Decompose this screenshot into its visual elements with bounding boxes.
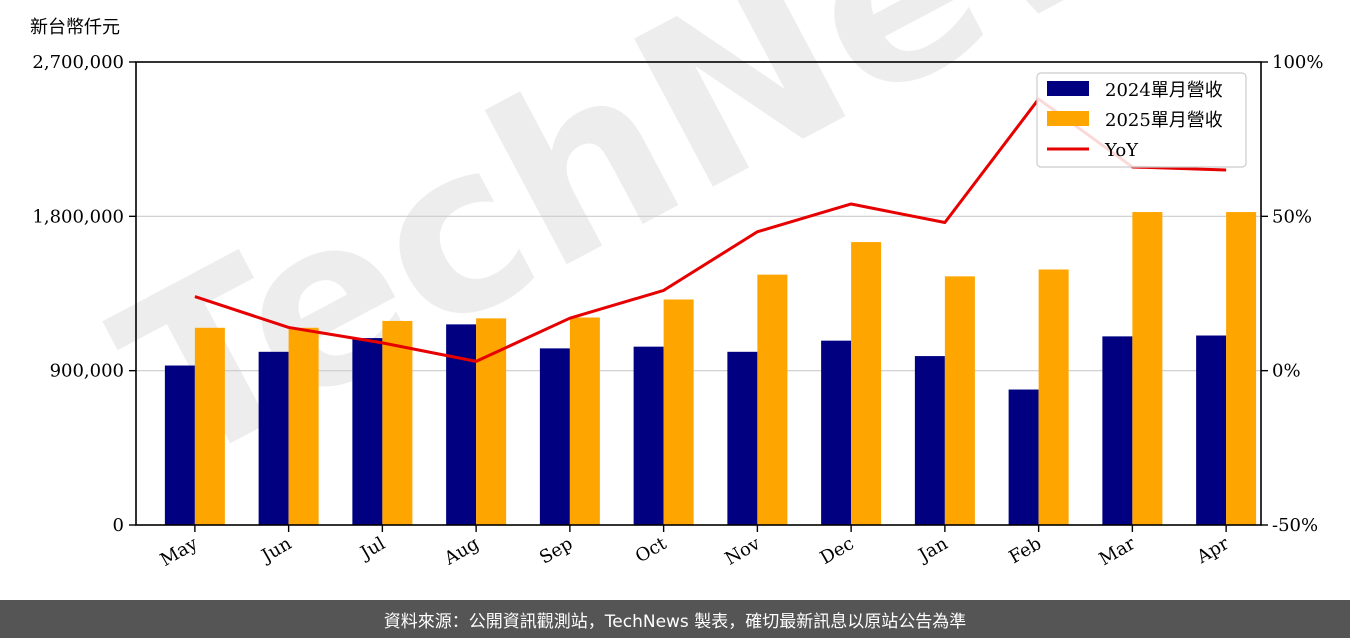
- x-tick-label-apr: Apr: [1193, 533, 1233, 568]
- bar-2025-jan: [944, 276, 975, 525]
- right-tick-label: 50%: [1272, 206, 1312, 227]
- unit-label: 新台幣仟元: [30, 17, 120, 38]
- left-tick-label: 1,800,000: [32, 206, 124, 227]
- left-tick-label: 0: [113, 515, 124, 536]
- bar-2025-jun: [288, 327, 319, 525]
- bar-2025-aug: [476, 318, 507, 525]
- bar-2025-oct: [663, 299, 694, 525]
- x-tick-label-jun: Jun: [257, 533, 296, 568]
- left-tick-label: 2,700,000: [32, 52, 124, 73]
- bar-2025-jul: [382, 320, 413, 525]
- right-tick-label: 0%: [1272, 361, 1301, 382]
- legend-box: [1036, 72, 1247, 168]
- x-tick-label-dec: Dec: [817, 533, 858, 569]
- bar-2024-jun: [258, 351, 289, 525]
- bar-2025-apr: [1226, 212, 1257, 525]
- bar-2024-mar: [1102, 336, 1133, 525]
- left-tick-label: 900,000: [50, 361, 124, 382]
- bar-2025-dec: [851, 242, 882, 526]
- bar-2024-oct: [633, 346, 664, 525]
- bar-2024-jul: [352, 338, 383, 525]
- x-tick-label-oct: Oct: [632, 533, 671, 568]
- bar-2025-may: [194, 327, 225, 525]
- revenue-chart: TechNews 0900,0001,800,0002,700,000-50%0…: [30, 0, 1336, 571]
- legend-label-0: 2024單月營收: [1105, 80, 1223, 101]
- bar-2024-nov: [727, 351, 758, 525]
- legend-swatch-1: [1047, 111, 1089, 126]
- footer-note: 資料來源：公開資訊觀測站，TechNews 製表，確切最新訊息以原站公告為準: [383, 611, 967, 632]
- x-tick-label-jan: Jan: [914, 533, 952, 567]
- bar-2025-feb: [1038, 269, 1069, 525]
- x-tick-label-aug: Aug: [440, 533, 483, 570]
- plot-frame: [135, 61, 1262, 526]
- legend-swatch-0: [1047, 81, 1089, 96]
- bar-2024-feb: [1008, 389, 1039, 525]
- bar-2024-may: [164, 365, 195, 525]
- right-tick-label: 100%: [1272, 52, 1323, 73]
- legend-label-1: 2025單月營收: [1105, 110, 1223, 131]
- legend: 2024單月營收 2025單月營收 YoY: [1036, 72, 1247, 168]
- x-tick-label-mar: Mar: [1096, 533, 1140, 570]
- bar-layer: [164, 212, 1257, 526]
- grid-layer: [136, 215, 1261, 372]
- bar-2025-mar: [1132, 212, 1163, 525]
- bar-2024-sep: [539, 348, 570, 525]
- x-tick-label-may: May: [157, 533, 202, 571]
- bar-2025-nov: [757, 274, 788, 525]
- bar-2024-jan: [914, 356, 945, 525]
- x-tick-label-feb: Feb: [1005, 533, 1045, 568]
- right-tick-label: -50%: [1272, 515, 1318, 536]
- x-tick-label-nov: Nov: [722, 533, 765, 570]
- source-footer: 資料來源：公開資訊觀測站，TechNews 製表，確切最新訊息以原站公告為準: [0, 600, 1350, 638]
- bar-2024-dec: [821, 340, 852, 525]
- x-tick-label-jul: Jul: [355, 533, 389, 565]
- x-tick-label-sep: Sep: [536, 533, 576, 568]
- bar-2024-apr: [1196, 335, 1227, 525]
- legend-label-2: YoY: [1104, 140, 1139, 161]
- bar-2025-sep: [569, 317, 600, 525]
- bar-2024-aug: [446, 324, 477, 525]
